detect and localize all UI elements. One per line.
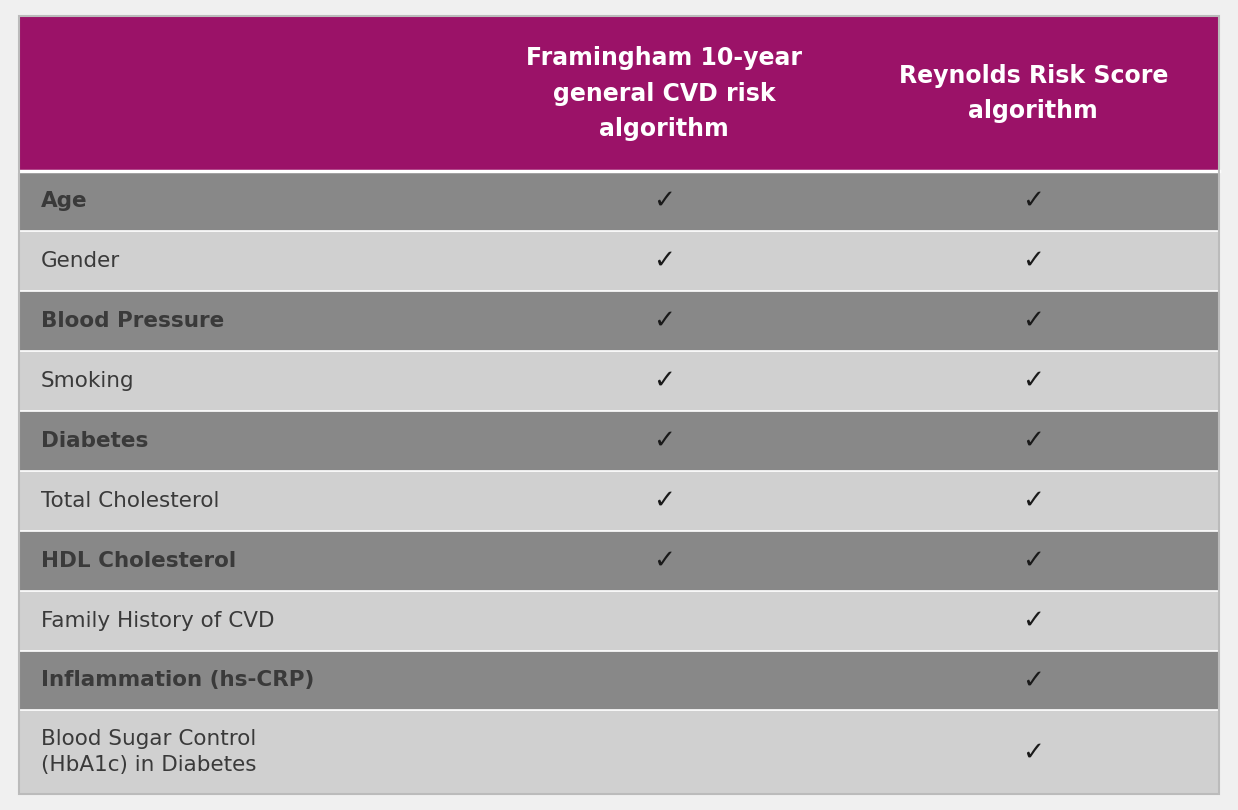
Text: ✓: ✓ [652,428,675,454]
Text: ✓: ✓ [652,488,675,514]
Text: ✓: ✓ [652,368,675,394]
Text: ✓: ✓ [652,248,675,274]
Text: ✓: ✓ [1023,248,1045,274]
Bar [19,231,1219,291]
Text: Framingham 10-year
general CVD risk
algorithm: Framingham 10-year general CVD risk algo… [526,46,802,141]
Text: Family History of CVD: Family History of CVD [41,611,275,630]
Bar [19,16,1219,171]
Text: ✓: ✓ [1023,368,1045,394]
Text: Smoking: Smoking [41,371,135,390]
Text: ✓: ✓ [652,548,675,573]
Text: Age: Age [41,191,88,211]
Text: HDL Cholesterol: HDL Cholesterol [41,551,236,570]
Text: Diabetes: Diabetes [41,431,149,450]
Text: ✓: ✓ [1023,488,1045,514]
Text: ✓: ✓ [1023,608,1045,633]
Bar [19,411,1219,471]
Text: Gender: Gender [41,251,120,271]
Text: ✓: ✓ [1023,739,1045,765]
Text: Inflammation (hs-CRP): Inflammation (hs-CRP) [41,671,314,690]
Text: Total Cholesterol: Total Cholesterol [41,491,219,510]
Bar [19,351,1219,411]
Text: Blood Sugar Control
(HbA1c) in Diabetes: Blood Sugar Control (HbA1c) in Diabetes [41,729,256,775]
Text: Blood Pressure: Blood Pressure [41,311,224,330]
Text: ✓: ✓ [1023,308,1045,334]
Bar [19,171,1219,231]
Text: ✓: ✓ [652,308,675,334]
Bar [19,471,1219,531]
Bar [19,710,1219,794]
Bar [19,291,1219,351]
Text: ✓: ✓ [1023,188,1045,214]
Text: Reynolds Risk Score
algorithm: Reynolds Risk Score algorithm [899,64,1167,123]
Text: ✓: ✓ [1023,667,1045,693]
Bar [19,531,1219,590]
Text: ✓: ✓ [1023,428,1045,454]
Bar [19,650,1219,710]
Bar [19,590,1219,650]
Text: ✓: ✓ [1023,548,1045,573]
Text: ✓: ✓ [652,188,675,214]
